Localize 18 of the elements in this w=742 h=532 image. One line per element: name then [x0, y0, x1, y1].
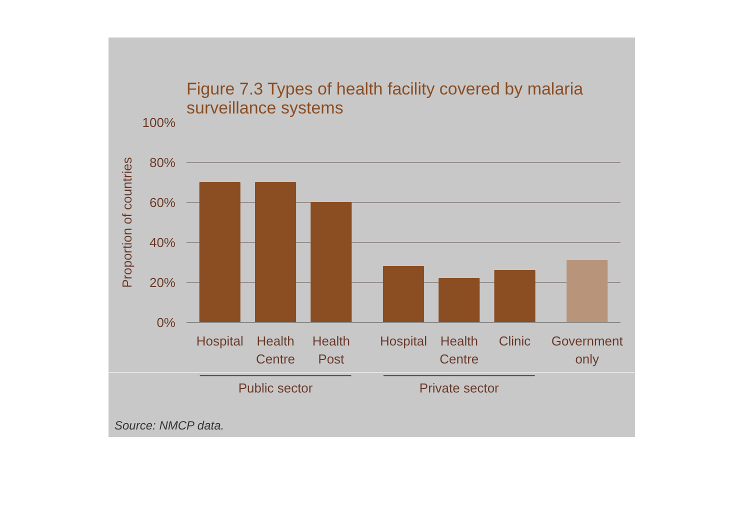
x-tick-label: Health Post [312, 334, 350, 366]
y-tick-label: 100% [142, 115, 176, 130]
text: Private sector [419, 380, 500, 396]
y-axis-title: Proportion of countries [119, 156, 134, 288]
source-note: Source: NMCP data. [114, 418, 224, 432]
y-tick-label: 80% [149, 155, 176, 170]
x-tick-label: Hospital [196, 334, 244, 348]
x-tick-label: Hospital [380, 334, 428, 348]
chart-title: Figure 7.3 Types of health facility covered by malaria surveillance systems [186, 80, 584, 118]
y-tick-label: 60% [149, 195, 176, 210]
y-tick-label: 40% [149, 235, 176, 250]
x-tick-label: Health Centre [256, 334, 296, 366]
x-tick-label: Health Centre [440, 334, 479, 366]
x-tick-label: Government only [551, 334, 624, 366]
y-tick-label: 20% [149, 275, 176, 290]
x-tick-label: Clinic [498, 334, 532, 348]
text: Public sector [238, 380, 314, 396]
y-tick-label: 0% [156, 315, 176, 330]
